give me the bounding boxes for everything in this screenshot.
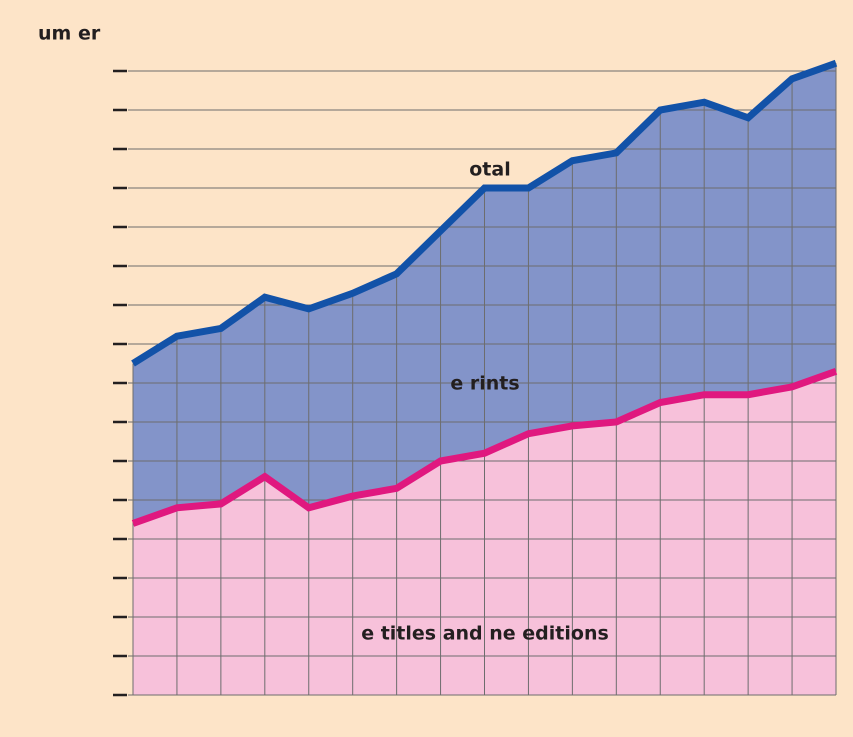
series-label: e titles and ne editions (361, 623, 609, 645)
series-line (131, 368, 838, 527)
series-label: e rints (450, 373, 519, 395)
y-axis-label: um er (38, 23, 101, 45)
lines (131, 59, 838, 527)
annotation: otal (469, 159, 510, 181)
series-line (131, 59, 838, 367)
